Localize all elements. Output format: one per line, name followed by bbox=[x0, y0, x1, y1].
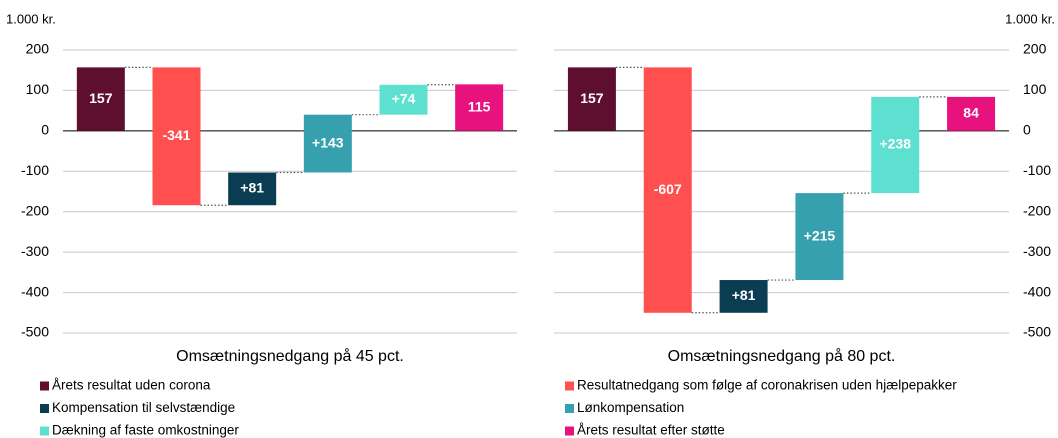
legend-swatch bbox=[40, 426, 49, 436]
legend-swatch bbox=[40, 381, 49, 391]
legend-swatch bbox=[565, 404, 574, 413]
y-tick-label: -100 bbox=[21, 162, 49, 178]
data-label: 157 bbox=[89, 90, 113, 106]
y-tick-label: -100 bbox=[1023, 162, 1051, 178]
bar bbox=[643, 67, 692, 313]
data-label: 157 bbox=[580, 90, 604, 106]
bar bbox=[567, 67, 616, 131]
legend-label: Årets resultat efter støtte bbox=[577, 423, 725, 438]
bar bbox=[871, 96, 920, 194]
y-tick-label: 200 bbox=[26, 41, 50, 57]
data-label: +74 bbox=[392, 90, 416, 106]
y-tick-label: -300 bbox=[21, 243, 49, 259]
legend-label: Kompensation til selvstændige bbox=[52, 400, 235, 415]
chart-title: Omsætningsnedgang på 45 pct. bbox=[176, 347, 404, 365]
chart-title: Omsætningsnedgang på 80 pct. bbox=[668, 347, 896, 365]
y-tick-label: -300 bbox=[1023, 243, 1051, 259]
data-label: -607 bbox=[654, 181, 682, 197]
bar bbox=[455, 84, 504, 131]
data-label: +238 bbox=[879, 136, 911, 152]
y-axis-title: 1.000 kr. bbox=[1005, 11, 1055, 26]
bar bbox=[303, 114, 352, 173]
y-tick-label: 100 bbox=[1023, 81, 1047, 97]
y-tick-label: -200 bbox=[21, 202, 49, 218]
y-tick-label: 0 bbox=[41, 122, 49, 138]
legend-label: Lønkompensation bbox=[577, 400, 684, 415]
bar bbox=[152, 67, 201, 206]
data-label: +81 bbox=[240, 180, 264, 196]
legend-swatch bbox=[565, 381, 574, 391]
legend-label: Årets resultat uden corona bbox=[52, 378, 211, 393]
data-label: 115 bbox=[468, 98, 491, 114]
y-tick-label: 100 bbox=[26, 81, 50, 97]
bar bbox=[228, 172, 277, 206]
y-tick-label: 200 bbox=[1023, 41, 1047, 57]
data-label: 84 bbox=[963, 105, 979, 121]
bar bbox=[947, 96, 996, 131]
data-label: -341 bbox=[162, 127, 190, 143]
y-tick-label: 0 bbox=[1023, 122, 1031, 138]
y-tick-label: -400 bbox=[21, 283, 49, 299]
bar bbox=[76, 67, 125, 131]
legend-swatch bbox=[40, 404, 49, 413]
bar bbox=[719, 280, 768, 313]
y-axis-title: 1.000 kr. bbox=[6, 11, 56, 26]
legend-label: Dækning af faste omkostninger bbox=[52, 423, 239, 438]
legend-swatch bbox=[565, 426, 574, 436]
y-tick-label: -500 bbox=[21, 324, 49, 340]
y-tick-label: -200 bbox=[1023, 202, 1051, 218]
bar bbox=[379, 84, 428, 115]
data-label: +143 bbox=[312, 134, 344, 150]
y-tick-label: -400 bbox=[1023, 283, 1051, 299]
data-label: +215 bbox=[804, 227, 836, 243]
legend-label: Resultatnedgang som følge af coronakrise… bbox=[577, 378, 957, 393]
y-tick-label: -500 bbox=[1023, 324, 1051, 340]
data-label: +81 bbox=[732, 287, 756, 303]
bar bbox=[795, 193, 844, 281]
